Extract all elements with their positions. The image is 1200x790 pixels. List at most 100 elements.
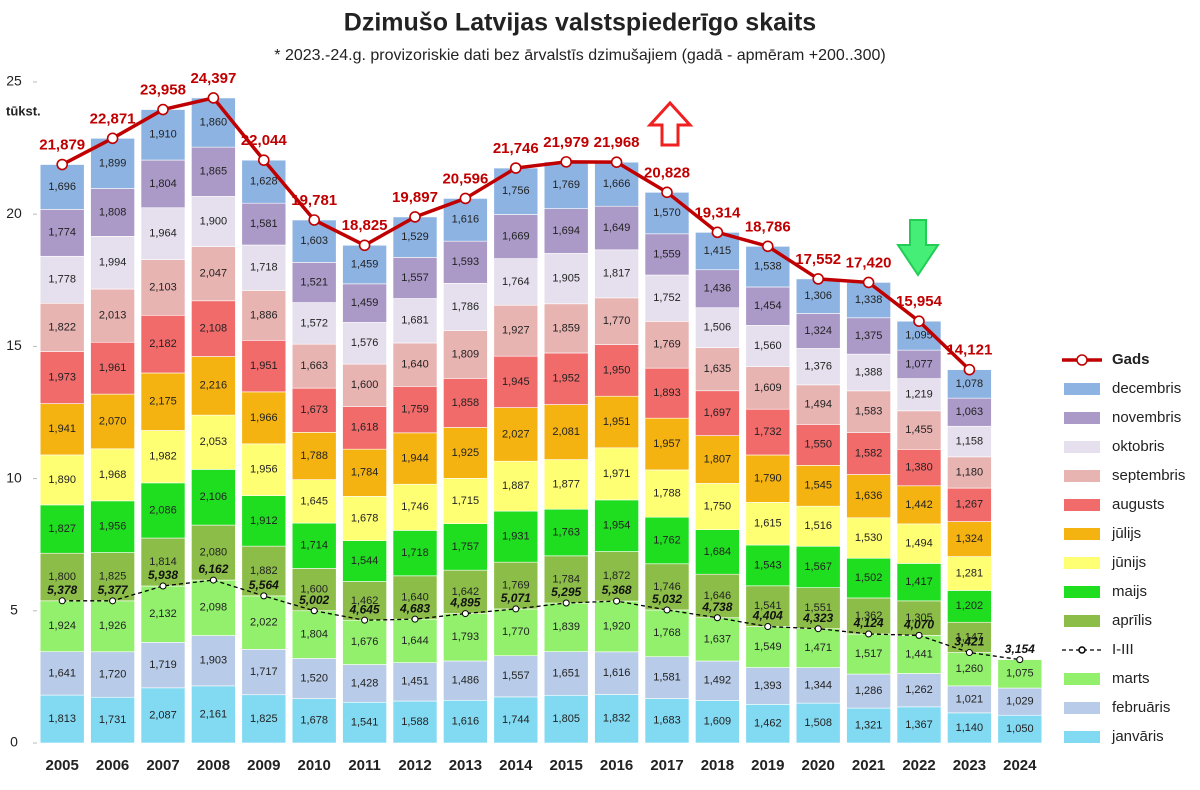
segment-label: 1,538 xyxy=(754,261,782,273)
segment-label: 1,095 xyxy=(905,330,933,342)
legend-label: septembris xyxy=(1112,467,1185,484)
bar-segment xyxy=(392,575,438,620)
segment-label: 1,376 xyxy=(804,361,832,373)
chart-subtitle: * 2023.-24.g. provizoriskie dati bez ārv… xyxy=(274,47,885,64)
x-tick-label: 2018 xyxy=(701,757,734,774)
line-value-label: 21,879 xyxy=(39,136,85,153)
segment-label: 1,492 xyxy=(704,675,732,687)
bar-segment xyxy=(39,351,85,404)
segment-label: 1,926 xyxy=(99,620,127,632)
line-point xyxy=(661,186,673,199)
segment-label: 1,646 xyxy=(704,590,732,602)
segment-label: 1,570 xyxy=(653,207,681,219)
bar-segment xyxy=(644,192,690,235)
segment-label: 1,063 xyxy=(956,406,984,418)
bar-segment xyxy=(644,321,690,369)
bar-segment xyxy=(745,704,791,744)
segment-label: 1,581 xyxy=(653,672,681,684)
segment-label: 1,769 xyxy=(653,339,681,351)
segment-label: 1,663 xyxy=(300,360,328,372)
bar-segment xyxy=(191,196,236,247)
line-point xyxy=(865,630,873,638)
bar-segment xyxy=(493,407,539,462)
bar-segment xyxy=(745,408,791,456)
bar-segment xyxy=(947,685,992,714)
line-point xyxy=(461,610,469,618)
bar-segment xyxy=(191,685,236,744)
bar-segment xyxy=(342,496,387,542)
line-value-label: 5,032 xyxy=(652,592,682,606)
segment-label: 1,719 xyxy=(149,659,177,671)
segment-label: 1,910 xyxy=(149,129,177,141)
line-point xyxy=(159,582,167,590)
legend-label: Gads xyxy=(1112,351,1150,368)
bar-segment xyxy=(745,245,791,288)
segment-label: 1,502 xyxy=(855,572,883,584)
line-point xyxy=(1016,656,1024,664)
bar-segment xyxy=(90,651,135,698)
bar-segment xyxy=(594,694,639,744)
bar-segment xyxy=(594,249,639,299)
bar-segment xyxy=(493,460,539,512)
line-point xyxy=(610,156,623,168)
bar-segment xyxy=(392,298,438,344)
bar-segment xyxy=(140,482,186,539)
segment-label: 1,763 xyxy=(552,526,580,538)
segment-label: 1,649 xyxy=(603,222,631,234)
bar-segment xyxy=(342,701,387,744)
bar-segment xyxy=(291,658,337,699)
segment-label: 1,147 xyxy=(956,631,984,643)
x-tick-label: 2015 xyxy=(550,757,583,774)
segment-label: 1,521 xyxy=(300,276,328,288)
segment-label: 1,744 xyxy=(502,714,530,726)
line-point xyxy=(814,625,822,633)
bar-segment xyxy=(695,232,740,271)
segment-label: 1,941 xyxy=(48,423,76,435)
segment-label: 1,415 xyxy=(704,245,732,257)
bar-segment xyxy=(191,524,236,581)
line-point xyxy=(106,132,119,145)
segment-label: 1,676 xyxy=(351,636,379,648)
line-point xyxy=(764,623,772,631)
bar-segment xyxy=(90,188,135,237)
bar-segment xyxy=(241,339,287,393)
bar-segment xyxy=(896,485,942,525)
line-value-label: 17,420 xyxy=(846,254,892,271)
bar-segment xyxy=(543,694,589,744)
segment-label: 1,956 xyxy=(250,464,278,476)
bar-segment xyxy=(846,282,891,319)
bar-segment xyxy=(291,432,337,480)
bar-segment xyxy=(795,628,841,668)
segment-label: 1,954 xyxy=(603,520,631,532)
bar-segment xyxy=(241,244,287,291)
line-value-label: 4,895 xyxy=(449,596,480,610)
segment-label: 1,832 xyxy=(603,713,631,725)
segment-label: 1,375 xyxy=(855,330,883,342)
bar-segment xyxy=(947,521,992,557)
line-point xyxy=(58,597,66,605)
bar-segment xyxy=(140,372,186,431)
segment-label: 1,576 xyxy=(351,337,379,349)
segment-label: 1,920 xyxy=(603,620,631,632)
bar-segment xyxy=(39,651,85,696)
bar-segment xyxy=(39,164,85,210)
segment-label: 1,890 xyxy=(48,474,76,486)
line-point xyxy=(157,103,169,116)
line-point xyxy=(965,649,973,657)
x-tick-label: 2008 xyxy=(197,757,230,774)
bar-segment xyxy=(39,403,85,456)
segment-label: 1,961 xyxy=(99,362,127,374)
segment-label: 1,931 xyxy=(502,531,530,543)
line-value-label: 21,968 xyxy=(594,134,640,151)
bar-segment xyxy=(846,474,891,519)
segment-label: 1,582 xyxy=(855,448,883,460)
line-point xyxy=(711,226,724,239)
segment-label: 1,459 xyxy=(351,297,379,309)
bar-segment xyxy=(543,303,589,354)
bar-segment xyxy=(392,342,438,387)
bar-segment xyxy=(241,443,287,496)
segment-label: 2,103 xyxy=(149,281,177,293)
y-tick-label: 10 xyxy=(6,469,22,485)
bar-segment xyxy=(795,348,841,386)
segment-label: 1,788 xyxy=(300,450,328,462)
